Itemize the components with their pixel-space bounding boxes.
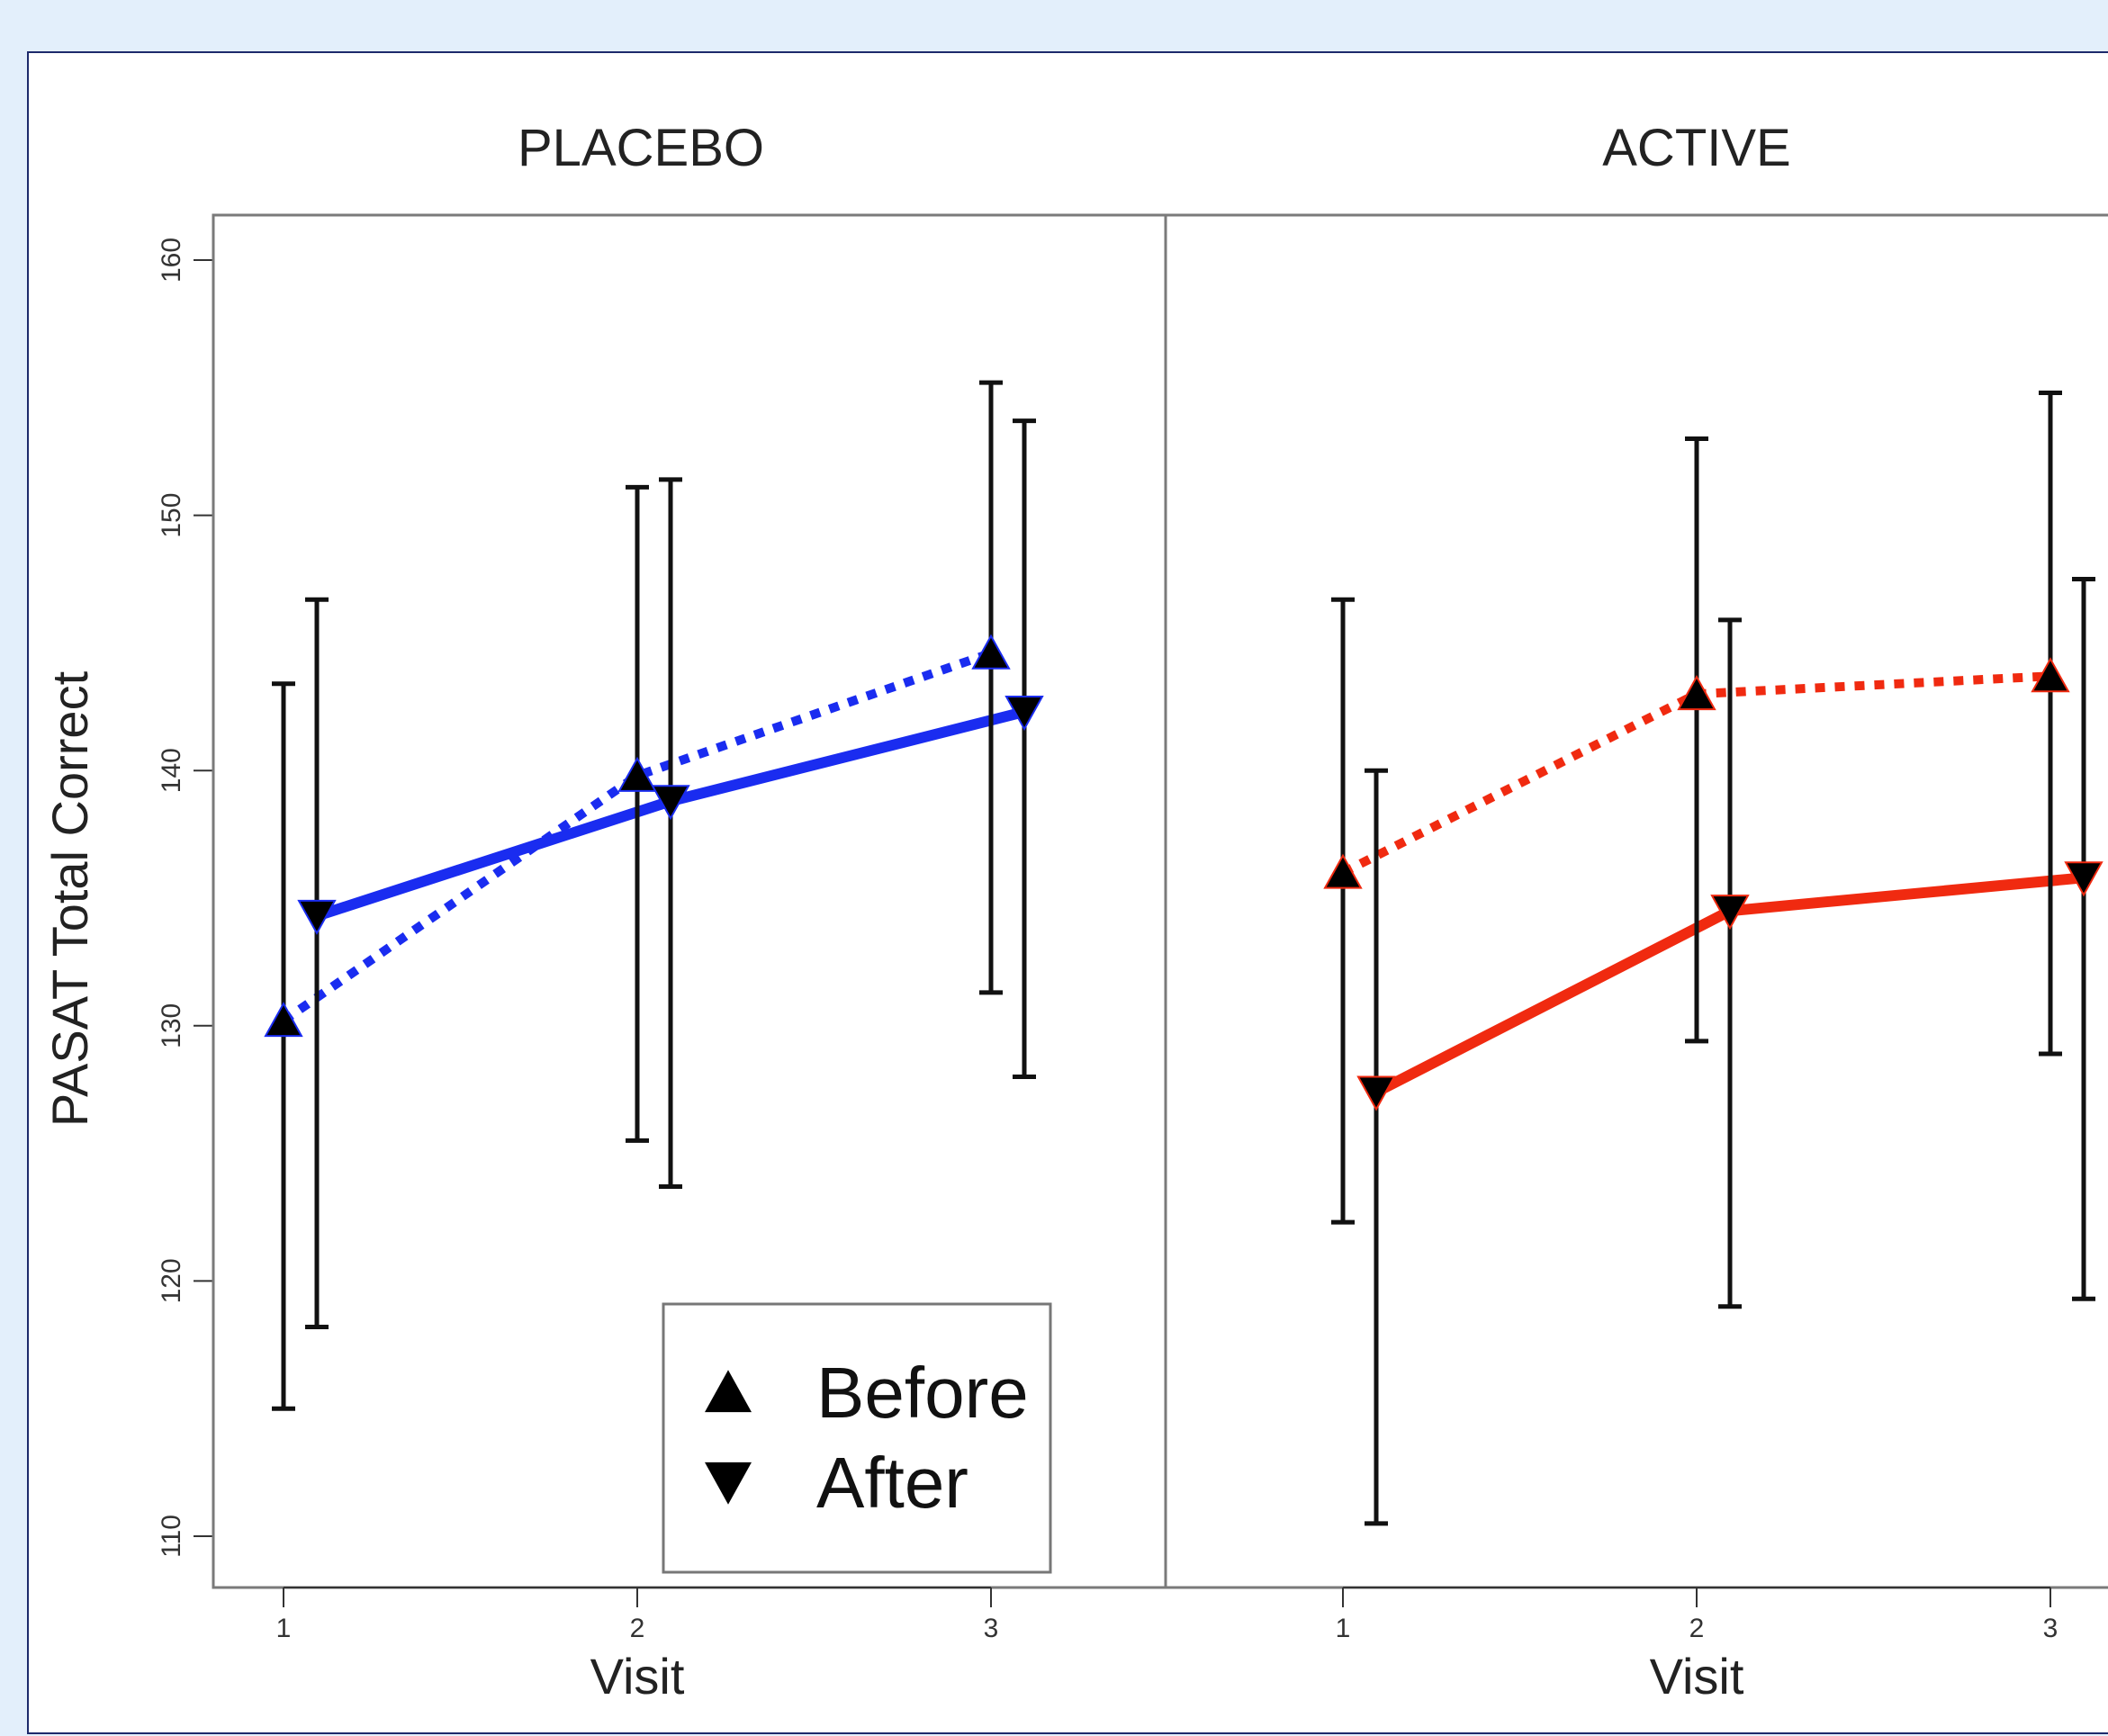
- marker-triangle-up: [2031, 657, 2070, 693]
- x-tick-label: 2: [1689, 1614, 1705, 1643]
- legend-box: [662, 1302, 1052, 1574]
- marker-triangle-up: [1323, 853, 1363, 889]
- x-tick-label: 1: [1336, 1614, 1351, 1643]
- marker-triangle-up: [617, 756, 657, 792]
- legend-label: Before: [816, 1353, 1029, 1433]
- panel-border: [1164, 213, 2108, 1589]
- x-axis-title: Visit: [590, 1648, 685, 1705]
- series-line-before: [281, 649, 993, 1025]
- marker-triangle-up: [971, 634, 1011, 670]
- x-tick-label: 3: [984, 1614, 999, 1643]
- marker-triangle-down: [2064, 861, 2103, 897]
- y-axis-title: PASAT Total Correct: [41, 670, 98, 1127]
- x-tick-label: 2: [630, 1614, 645, 1643]
- marker-triangle-down: [651, 785, 690, 821]
- marker-triangle-down: [1710, 895, 1750, 931]
- x-tick-label: 1: [276, 1614, 292, 1643]
- marker-triangle-up: [264, 1002, 303, 1038]
- marker-triangle-up: [1677, 675, 1716, 711]
- y-tick-label: 120: [157, 1258, 186, 1303]
- legend-triangle-down-icon: [705, 1462, 752, 1505]
- y-tick-label: 110: [157, 1515, 186, 1558]
- marker-triangle-down: [1356, 1075, 1396, 1111]
- x-tick-label: 3: [2043, 1614, 2058, 1643]
- panel-title: ACTIVE: [1602, 119, 1791, 177]
- x-axis-title: Visit: [1650, 1648, 1744, 1705]
- plot-layer: 110 120 130 140 150 160 PASAT Total Correct PLA…: [41, 119, 2108, 1705]
- legend-triangle-up-icon: [705, 1370, 752, 1413]
- y-tick-label: 130: [157, 1003, 186, 1048]
- y-tick-label: 150: [157, 493, 186, 538]
- figure-frame: 110 120 130 140 150 160 PASAT Total Correct PLA…: [27, 51, 2108, 1734]
- y-tick-label: 140: [157, 748, 186, 793]
- y-tick-label: 160: [157, 238, 186, 283]
- pasat-chart: 110 120 130 140 150 160 PASAT Total Correct PLA…: [41, 119, 2108, 1705]
- legend-label: After: [816, 1443, 968, 1523]
- marker-triangle-down: [1004, 695, 1044, 732]
- panel-title: PLACEBO: [518, 119, 764, 177]
- marker-triangle-down: [297, 899, 337, 935]
